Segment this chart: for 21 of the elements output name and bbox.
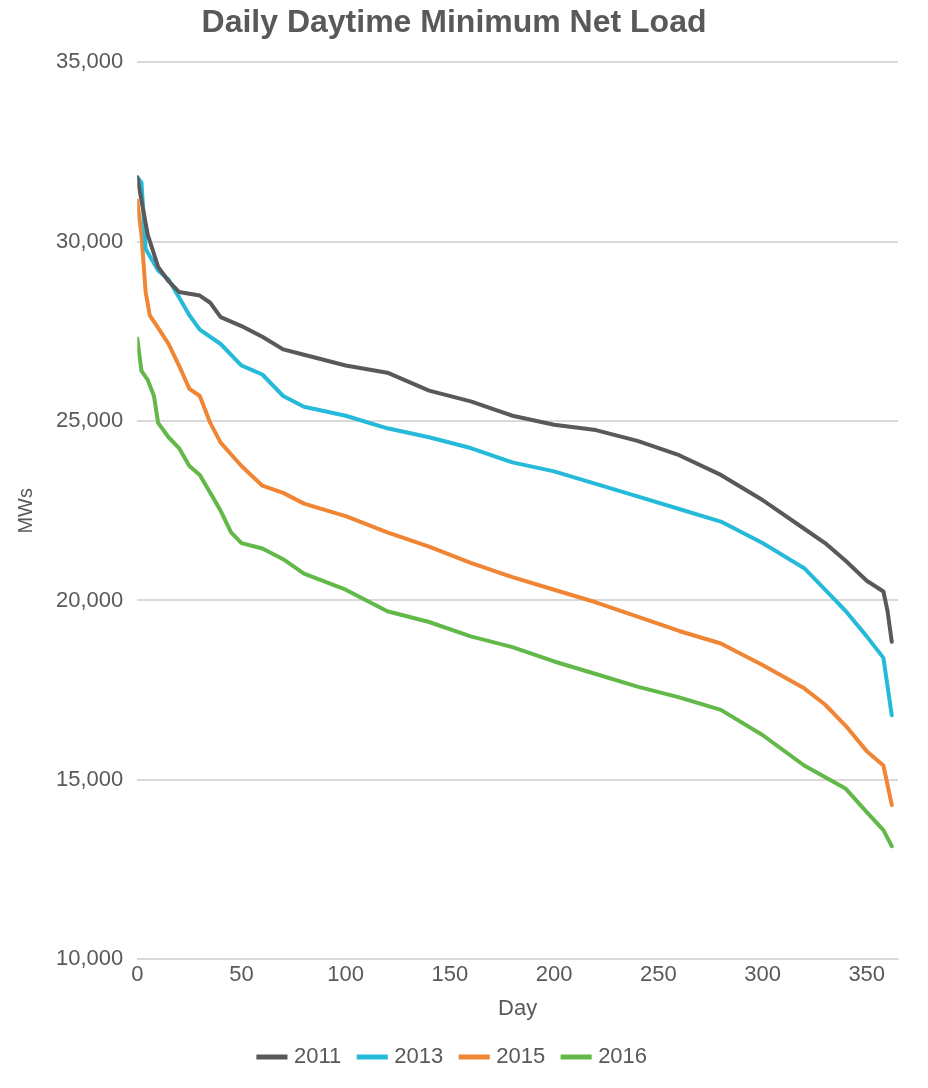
y-axis-title: MWs — [13, 488, 36, 534]
x-tick-label: 350 — [848, 961, 886, 987]
y-tick-label: 25,000 — [55, 407, 124, 433]
y-tick-label: 35,000 — [55, 48, 124, 74]
legend-label: 2016 — [598, 1043, 648, 1069]
chart-title: Daily Daytime Minimum Net Load — [201, 3, 707, 40]
y-tick-label: 15,000 — [55, 765, 124, 791]
x-tick-label: 300 — [744, 961, 781, 987]
x-tick-label: 0 — [131, 961, 144, 987]
x-tick-label: 200 — [535, 961, 573, 987]
x-tick-label: 250 — [639, 961, 677, 987]
x-axis-title: Day — [498, 994, 538, 1020]
y-tick-label: 10,000 — [55, 945, 124, 971]
y-tick-label: 30,000 — [55, 227, 124, 253]
x-tick-label: 50 — [229, 961, 254, 987]
legend-label: 2015 — [496, 1043, 546, 1069]
x-tick-label: 100 — [327, 961, 365, 987]
legend-label: 2011 — [293, 1043, 342, 1069]
x-tick-label: 150 — [431, 961, 469, 987]
y-tick-label: 20,000 — [55, 586, 124, 612]
legend-label: 2013 — [394, 1043, 444, 1069]
